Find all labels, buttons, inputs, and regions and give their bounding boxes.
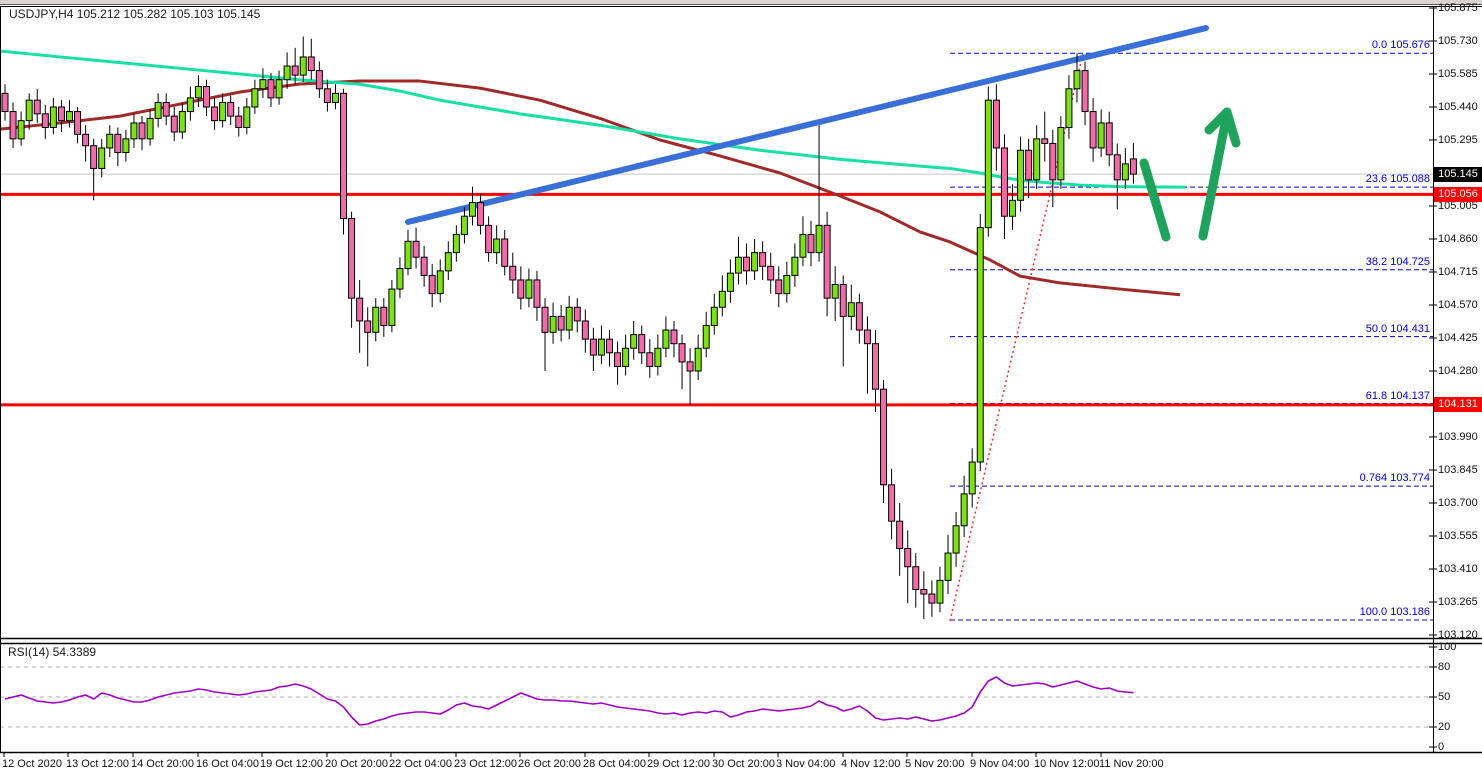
price-axis-label: 104.570 xyxy=(1438,298,1478,311)
fib-level-label: 0.764 103.774 xyxy=(1359,472,1430,485)
time-axis-label: 29 Oct 12:00 xyxy=(647,758,710,770)
current-price-tag: 105.145 xyxy=(1434,166,1482,182)
fib-level-label: 23.6 105.088 xyxy=(1365,173,1430,186)
price-axis-label: 103.555 xyxy=(1438,529,1478,542)
price-axis-label: 103.265 xyxy=(1438,595,1478,608)
rsi-axis-label: 50 xyxy=(1438,691,1451,703)
time-axis-label: 23 Oct 12:00 xyxy=(454,758,517,770)
time-axis-label: 16 Oct 04:00 xyxy=(196,758,259,770)
time-axis-label: 9 Nov 04:00 xyxy=(970,758,1030,770)
time-axis-label: 30 Oct 20:00 xyxy=(712,758,775,770)
price-axis-label: 104.425 xyxy=(1438,331,1478,344)
price-axis-label: 104.860 xyxy=(1438,232,1478,245)
time-axis-label: 3 Nov 04:00 xyxy=(776,758,836,770)
chart-title: USDJPY,H4 105.212 105.282 105.103 105.14… xyxy=(9,7,261,21)
rsi-indicator-label: RSI(14) 54.3389 xyxy=(8,645,97,659)
time-axis-label: 14 Oct 20:00 xyxy=(131,758,194,770)
fib-level-label: 50.0 104.431 xyxy=(1365,322,1430,335)
rsi-axis-label: 100 xyxy=(1438,641,1457,653)
price-axis-label: 103.845 xyxy=(1438,463,1478,476)
rsi-axis-label: 80 xyxy=(1438,661,1451,673)
time-axis-label: 20 Oct 20:00 xyxy=(325,758,388,770)
time-axis-label: 26 Oct 20:00 xyxy=(518,758,581,770)
fib-level-label: 61.8 104.137 xyxy=(1365,389,1430,402)
price-axis-label: 105.730 xyxy=(1438,34,1478,47)
rsi-axis-label: 0 xyxy=(1438,741,1445,753)
time-axis-label: 12 Oct 2020 xyxy=(2,758,62,770)
price-axis-label: 103.410 xyxy=(1438,562,1478,575)
fib-level-label: 38.2 104.725 xyxy=(1365,255,1430,268)
time-axis-label: 13 Oct 12:00 xyxy=(66,758,129,770)
time-axis-label: 10 Nov 12:00 xyxy=(1034,758,1100,770)
time-axis-label: 5 Nov 20:00 xyxy=(905,758,965,770)
price-axis-label: 105.295 xyxy=(1438,133,1478,146)
price-axis-label: 105.440 xyxy=(1438,100,1478,113)
time-axis-label: 11 Nov 20:00 xyxy=(1099,758,1164,770)
price-axis-label: 104.715 xyxy=(1438,265,1478,278)
price-axis-label: 103.990 xyxy=(1438,430,1478,443)
window-top-edge xyxy=(0,0,1482,5)
fib-level-label: 0.0 105.676 xyxy=(1371,39,1430,52)
price-axis-label: 105.005 xyxy=(1438,199,1478,212)
resistance-price-tag: 105.056 xyxy=(1434,186,1482,202)
price-axis-label: 105.585 xyxy=(1438,67,1478,80)
price-axis-label: 104.280 xyxy=(1438,364,1478,377)
time-axis-label: 4 Nov 12:00 xyxy=(841,758,901,770)
time-axis-label: 28 Oct 04:00 xyxy=(583,758,646,770)
support-price-tag: 104.131 xyxy=(1434,397,1482,413)
rsi-axis-label: 20 xyxy=(1438,721,1451,733)
time-axis-label: 22 Oct 04:00 xyxy=(389,758,452,770)
fib-level-label: 100.0 103.186 xyxy=(1359,605,1430,618)
price-axis-label: 103.120 xyxy=(1438,628,1478,641)
time-axis-label: 19 Oct 12:00 xyxy=(260,758,323,770)
price-axis-label: 105.875 xyxy=(1438,2,1478,14)
price-axis-label: 103.700 xyxy=(1438,496,1478,509)
